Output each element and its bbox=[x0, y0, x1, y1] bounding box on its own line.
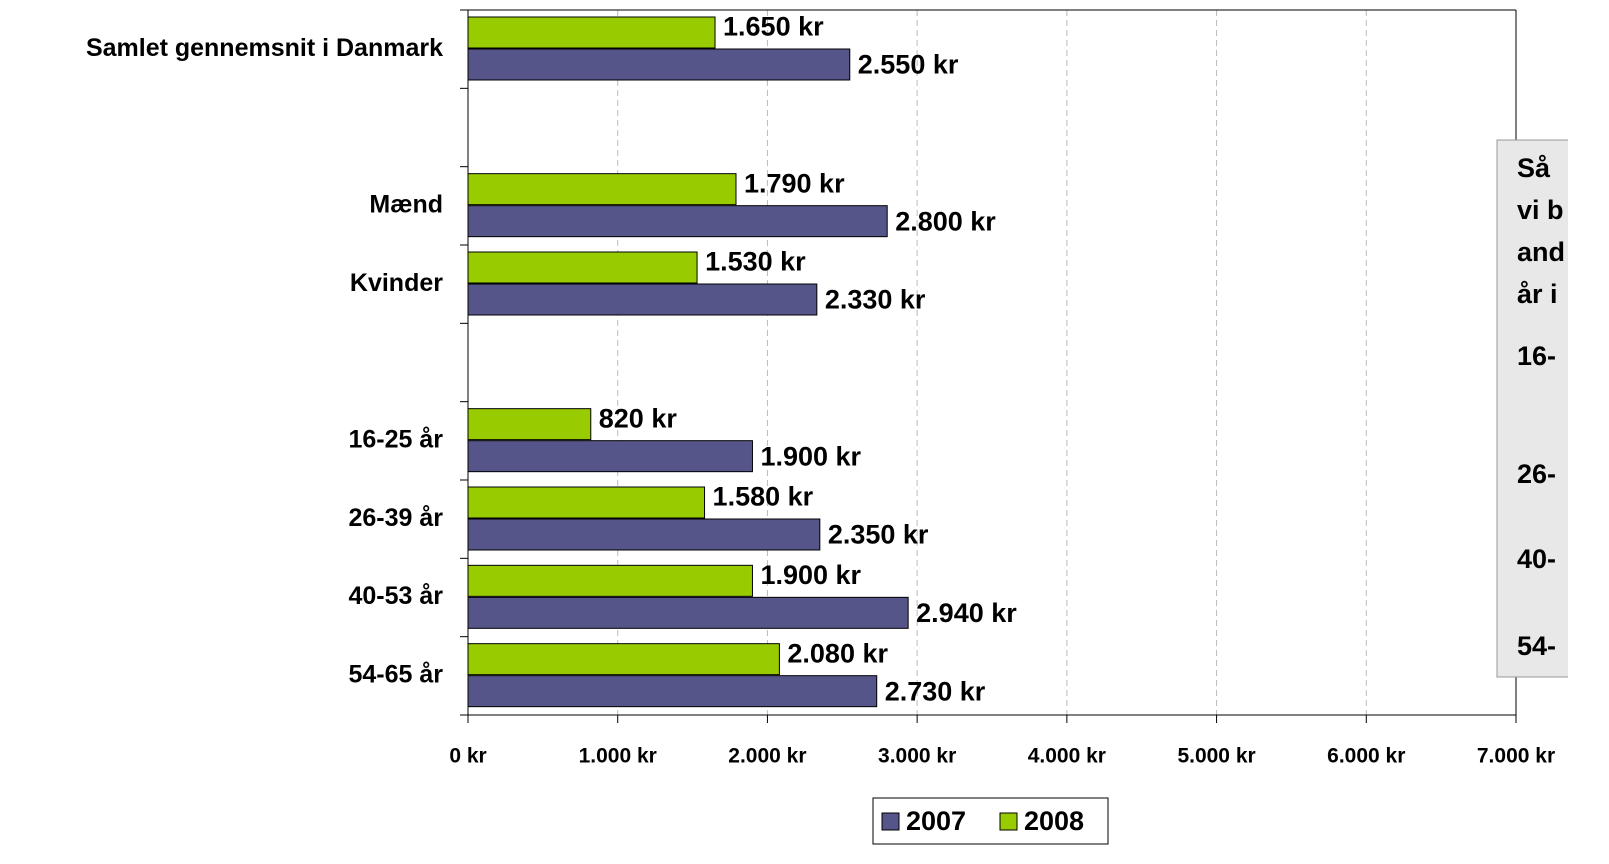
bar bbox=[467, 251, 698, 284]
bar bbox=[467, 283, 818, 316]
value-label: 2.550 kr bbox=[858, 50, 959, 80]
value-label: 2.330 kr bbox=[825, 285, 926, 315]
y-tick-label: Samlet gennemsnit i Danmark bbox=[86, 34, 443, 62]
x-tick-label: 3.000 kr bbox=[878, 745, 956, 768]
x-tick-label: 5.000 kr bbox=[1177, 745, 1255, 768]
annotation-text: 40- bbox=[1517, 544, 1556, 574]
page-edge bbox=[1568, 0, 1609, 864]
value-label: 820 kr bbox=[599, 403, 678, 433]
bar bbox=[467, 173, 737, 206]
x-tick-label: 1.000 kr bbox=[579, 745, 657, 768]
bar bbox=[467, 675, 878, 708]
legend-label: 2008 bbox=[1024, 806, 1084, 836]
annotation-text: vi b bbox=[1517, 195, 1564, 225]
y-tick-label: 26-39 år bbox=[348, 504, 443, 532]
bar bbox=[467, 564, 753, 597]
x-tick-label: 0 kr bbox=[449, 745, 486, 768]
y-tick-label: Mænd bbox=[369, 190, 443, 218]
bar bbox=[467, 643, 780, 676]
annotation-text: and bbox=[1517, 237, 1565, 267]
value-label: 1.900 kr bbox=[760, 441, 861, 471]
y-tick-label: 16-25 år bbox=[348, 425, 443, 453]
annotation-text: Så bbox=[1517, 153, 1551, 183]
bar bbox=[467, 16, 716, 49]
value-label: 1.650 kr bbox=[723, 12, 824, 42]
annotation-box bbox=[1496, 139, 1578, 678]
value-label: 1.900 kr bbox=[760, 560, 861, 590]
bar bbox=[467, 48, 851, 81]
bar bbox=[467, 486, 706, 519]
value-label: 2.080 kr bbox=[787, 638, 888, 668]
annotation-text: 16- bbox=[1517, 341, 1556, 371]
value-label: 2.800 kr bbox=[895, 206, 996, 236]
annotation-text: år i bbox=[1517, 279, 1558, 309]
value-label: 2.940 kr bbox=[916, 598, 1017, 628]
value-label: 2.350 kr bbox=[828, 520, 929, 550]
x-tick-label: 2.000 kr bbox=[728, 745, 806, 768]
legend-swatch bbox=[881, 812, 900, 831]
bar bbox=[467, 440, 753, 473]
x-tick-label: 4.000 kr bbox=[1028, 745, 1106, 768]
bar bbox=[467, 596, 909, 629]
x-tick-label: 6.000 kr bbox=[1327, 745, 1405, 768]
bar bbox=[467, 518, 821, 551]
value-label: 1.790 kr bbox=[744, 168, 845, 198]
legend-label: 2007 bbox=[906, 806, 966, 836]
y-tick-label: Kvinder bbox=[350, 269, 443, 297]
y-tick-label: 54-65 år bbox=[348, 660, 443, 688]
legend-swatch bbox=[999, 812, 1018, 831]
value-label: 2.730 kr bbox=[885, 676, 986, 706]
x-tick-label: 7.000 kr bbox=[1477, 745, 1555, 768]
value-label: 1.530 kr bbox=[705, 247, 806, 277]
annotation-text: 54- bbox=[1517, 631, 1556, 661]
legend-box bbox=[872, 797, 1109, 845]
bar bbox=[467, 205, 888, 238]
annotation-text: 26- bbox=[1517, 459, 1556, 489]
bar bbox=[467, 408, 592, 441]
value-label: 1.580 kr bbox=[713, 482, 814, 512]
y-tick-label: 40-53 år bbox=[348, 582, 443, 610]
